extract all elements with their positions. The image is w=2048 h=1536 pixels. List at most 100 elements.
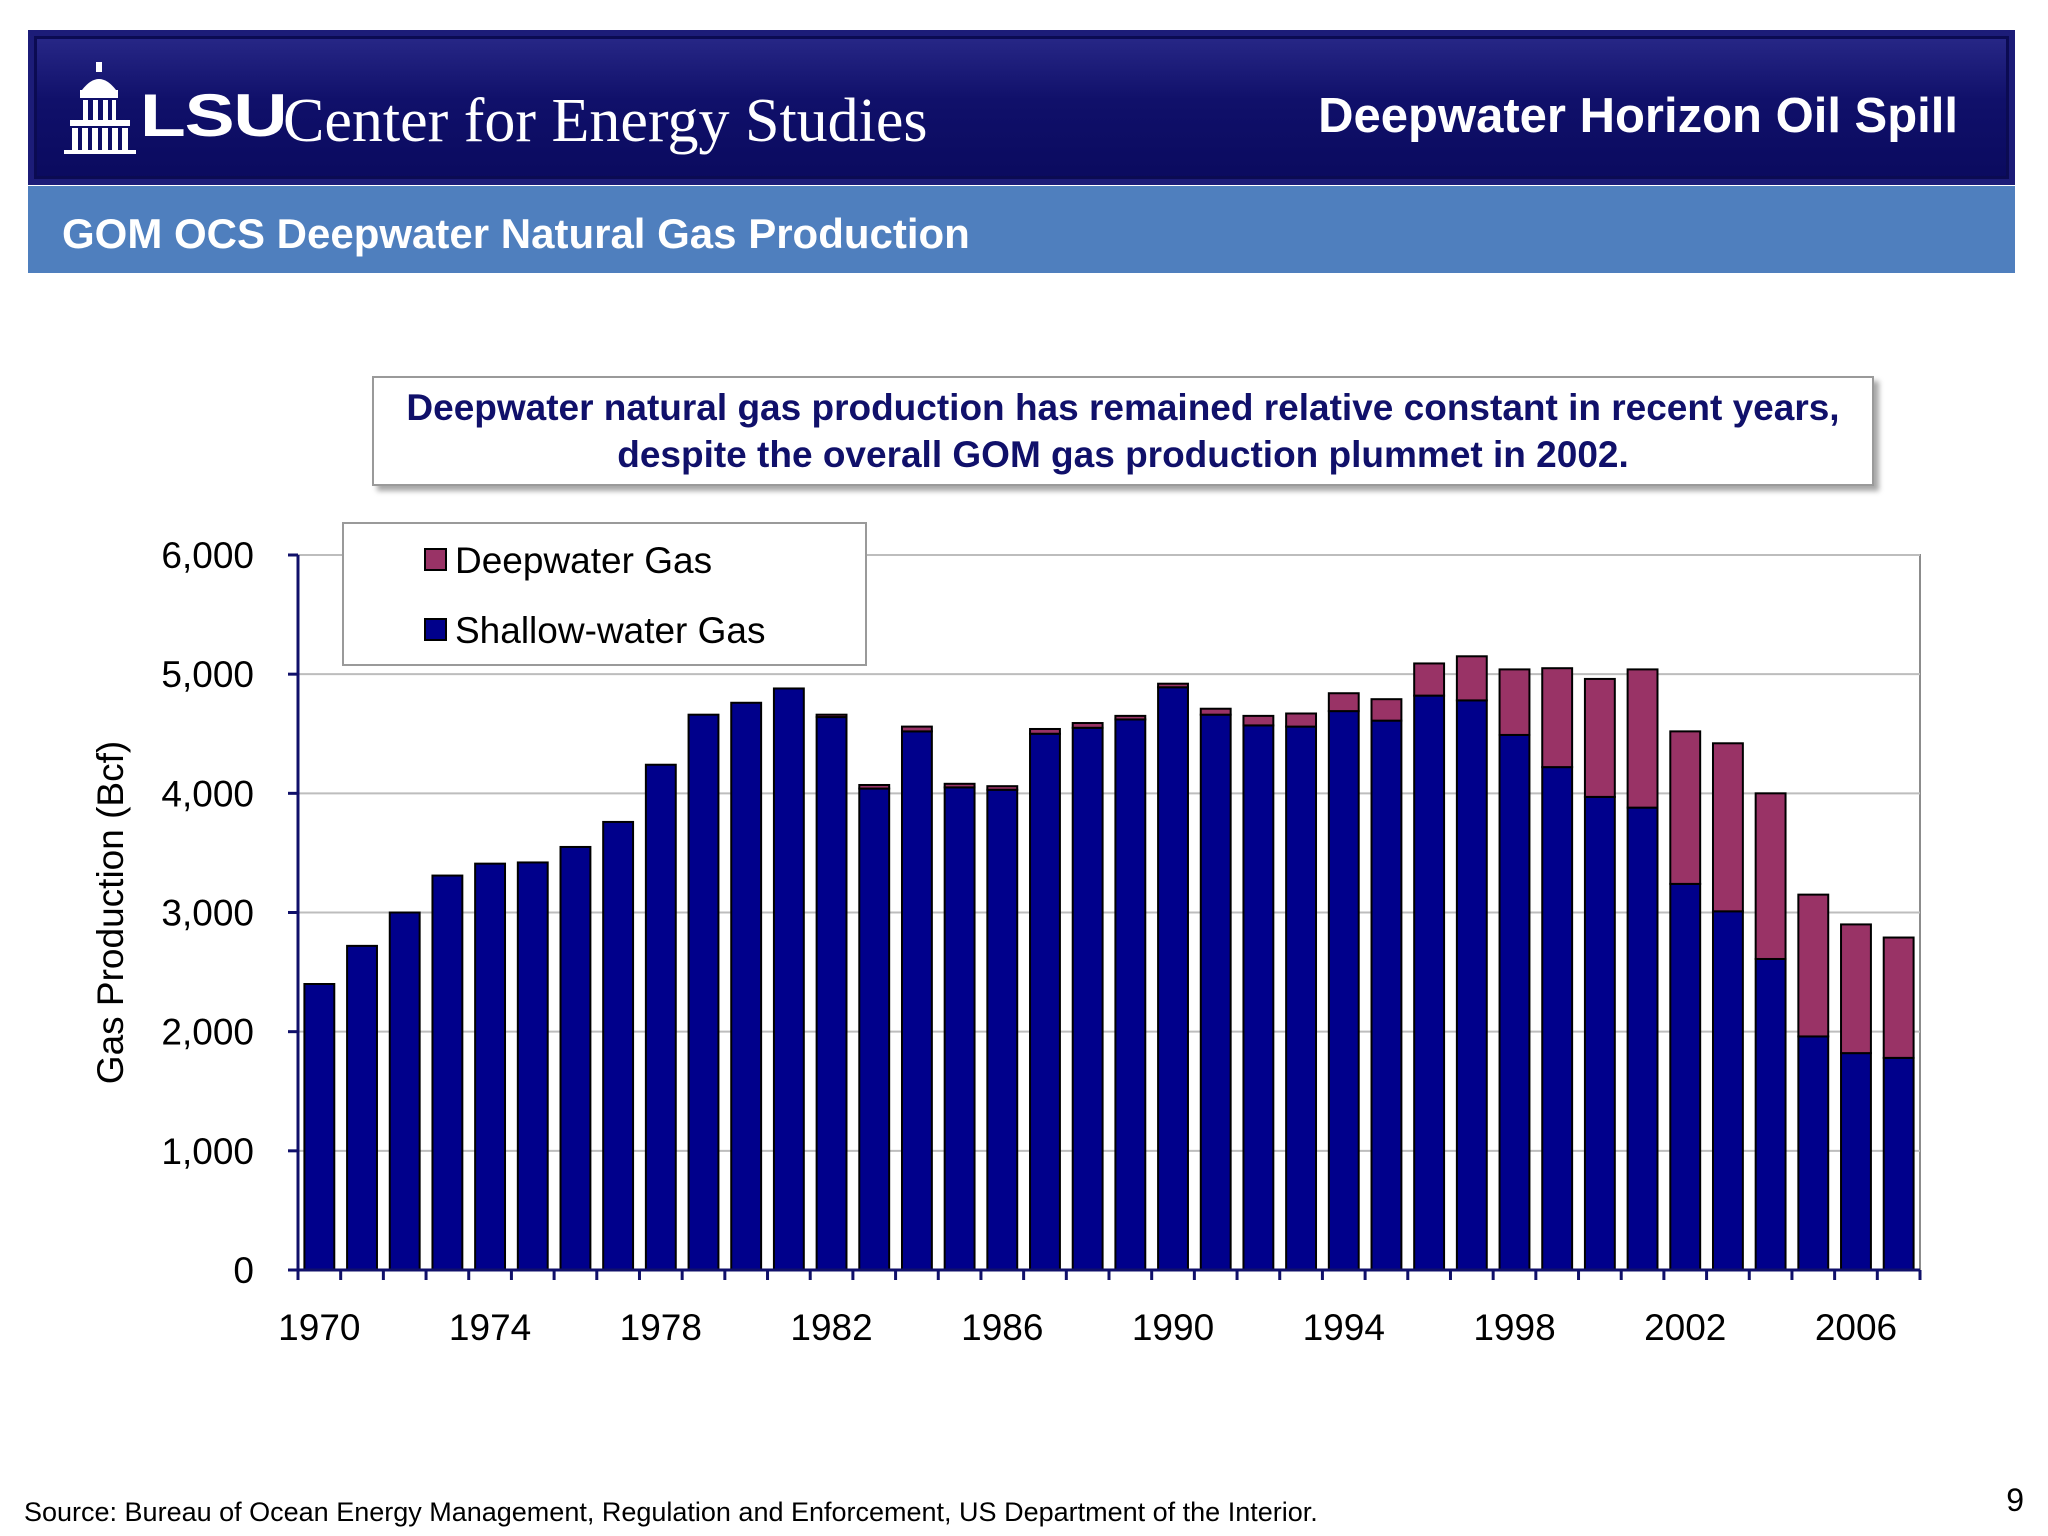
bar-shallow-1990	[1157, 686, 1189, 1271]
bar-shallow-1997	[1455, 699, 1488, 1271]
bar-shallow-1971	[346, 944, 378, 1271]
bar-shallow-1978	[644, 763, 677, 1271]
y-tick-label: 6,000	[161, 535, 254, 576]
bar-deep-1999	[1541, 667, 1574, 769]
legend-swatch	[424, 548, 447, 571]
x-tick-label: 1986	[961, 1307, 1043, 1348]
legend-label: Deepwater Gas	[455, 540, 712, 581]
bar-deep-1996	[1413, 662, 1446, 697]
bar-shallow-1980	[730, 701, 763, 1271]
bar-shallow-2001	[1626, 806, 1659, 1272]
lsu-memorial-tower-icon	[64, 62, 136, 154]
legend-box	[342, 522, 867, 666]
x-tick-label: 1990	[1132, 1307, 1214, 1348]
bar-deep-1988	[1071, 722, 1104, 729]
header-right-title: Deepwater Horizon Oil Spill	[1318, 89, 1958, 143]
callout-text: Deepwater natural gas production has rem…	[406, 386, 1840, 475]
bar-shallow-2005	[1797, 1035, 1830, 1272]
subheader-bar	[28, 186, 2015, 273]
bar-deep-1992	[1242, 714, 1275, 727]
bar-deep-1991	[1199, 707, 1232, 716]
bar-shallow-1979	[687, 713, 720, 1271]
y-tick-label: 4,000	[161, 773, 254, 814]
bar-deep-1984	[900, 725, 933, 733]
bar-deep-1995	[1370, 698, 1403, 722]
x-tick-label: 1970	[278, 1307, 360, 1348]
bar-shallow-1981	[772, 687, 805, 1271]
y-axis-title: Gas Production (Bcf)	[90, 741, 131, 1084]
x-tick-label: 2002	[1644, 1307, 1726, 1348]
bar-shallow-2003	[1711, 910, 1744, 1272]
bar-shallow-1999	[1541, 766, 1574, 1271]
bar-shallow-1988	[1071, 726, 1104, 1271]
y-tick-label: 3,000	[161, 893, 254, 934]
header-bar	[28, 30, 2015, 185]
bar-deep-1989	[1114, 714, 1147, 721]
bar-shallow-2007	[1882, 1056, 1915, 1271]
bar-deep-1998	[1498, 668, 1531, 736]
bar-shallow-1970	[303, 983, 336, 1271]
bar-deep-2004	[1754, 792, 1787, 960]
x-tick-label: 1982	[790, 1307, 872, 1348]
bar-shallow-1972	[388, 911, 421, 1271]
bar-shallow-1985	[943, 786, 976, 1271]
bar-shallow-1991	[1199, 713, 1232, 1271]
bar-shallow-2006	[1840, 1052, 1872, 1272]
source-note: Source: Bureau of Ocean Energy Managemen…	[24, 1497, 1318, 1527]
bar-shallow-1975	[516, 861, 549, 1271]
bar-shallow-1984	[900, 730, 933, 1271]
bar-shallow-1996	[1413, 694, 1446, 1271]
bar-deep-1985	[943, 782, 976, 789]
bar-shallow-1993	[1285, 725, 1318, 1271]
bar-deep-1983	[858, 783, 891, 790]
bar-deep-2007	[1882, 936, 1915, 1059]
legend-label: Shallow-water Gas	[455, 610, 766, 651]
bar-deep-1993	[1285, 712, 1318, 728]
slide-title: GOM OCS Deepwater Natural Gas Production	[62, 210, 970, 257]
bar-deep-1987	[1029, 727, 1061, 735]
bar-deep-2006	[1840, 923, 1872, 1055]
bar-deep-2005	[1797, 893, 1830, 1038]
bar-shallow-1994	[1327, 710, 1360, 1271]
bar-shallow-2002	[1669, 882, 1702, 1272]
bar-shallow-1995	[1370, 719, 1403, 1271]
bar-shallow-1977	[602, 820, 635, 1272]
bar-shallow-1986	[986, 788, 1019, 1272]
bar-shallow-1973	[431, 874, 464, 1272]
bar-deep-1997	[1455, 655, 1488, 702]
bar-deep-1986	[986, 785, 1019, 791]
bar-deep-2001	[1626, 668, 1659, 809]
y-tick-label: 5,000	[161, 654, 254, 695]
legend-swatch	[424, 618, 447, 641]
bar-shallow-1987	[1029, 732, 1061, 1271]
bar-deep-2003	[1711, 742, 1744, 913]
x-tick-label: 1978	[620, 1307, 702, 1348]
lsu-logo-text: LSU	[140, 82, 288, 149]
y-tick-label: 1,000	[161, 1131, 254, 1172]
callout-box: Deepwater natural gas production has rem…	[372, 376, 1874, 486]
bar-shallow-1989	[1114, 718, 1147, 1271]
page-number: 9	[2006, 1482, 2024, 1518]
x-tick-label: 1974	[449, 1307, 531, 1348]
bar-deep-2000	[1583, 677, 1616, 798]
x-tick-label: 1994	[1303, 1307, 1385, 1348]
bar-deep-1990	[1157, 682, 1189, 689]
y-tick-label: 0	[233, 1250, 254, 1291]
bar-shallow-2004	[1754, 957, 1787, 1271]
bar-shallow-1983	[858, 787, 891, 1271]
bar-shallow-1976	[559, 845, 592, 1271]
x-tick-label: 2006	[1815, 1307, 1897, 1348]
x-tick-label: 1998	[1473, 1307, 1555, 1348]
bar-deep-2002	[1669, 730, 1702, 885]
y-tick-label: 2,000	[161, 1012, 254, 1053]
bar-shallow-1992	[1242, 724, 1275, 1271]
bar-deep-1982	[815, 713, 848, 719]
center-name: Center for Energy Studies	[283, 87, 928, 155]
bar-shallow-1998	[1498, 733, 1531, 1271]
bar-shallow-2000	[1583, 795, 1616, 1271]
bar-deep-1994	[1327, 692, 1360, 713]
bar-shallow-1974	[474, 862, 507, 1271]
bar-shallow-1982	[815, 716, 848, 1271]
